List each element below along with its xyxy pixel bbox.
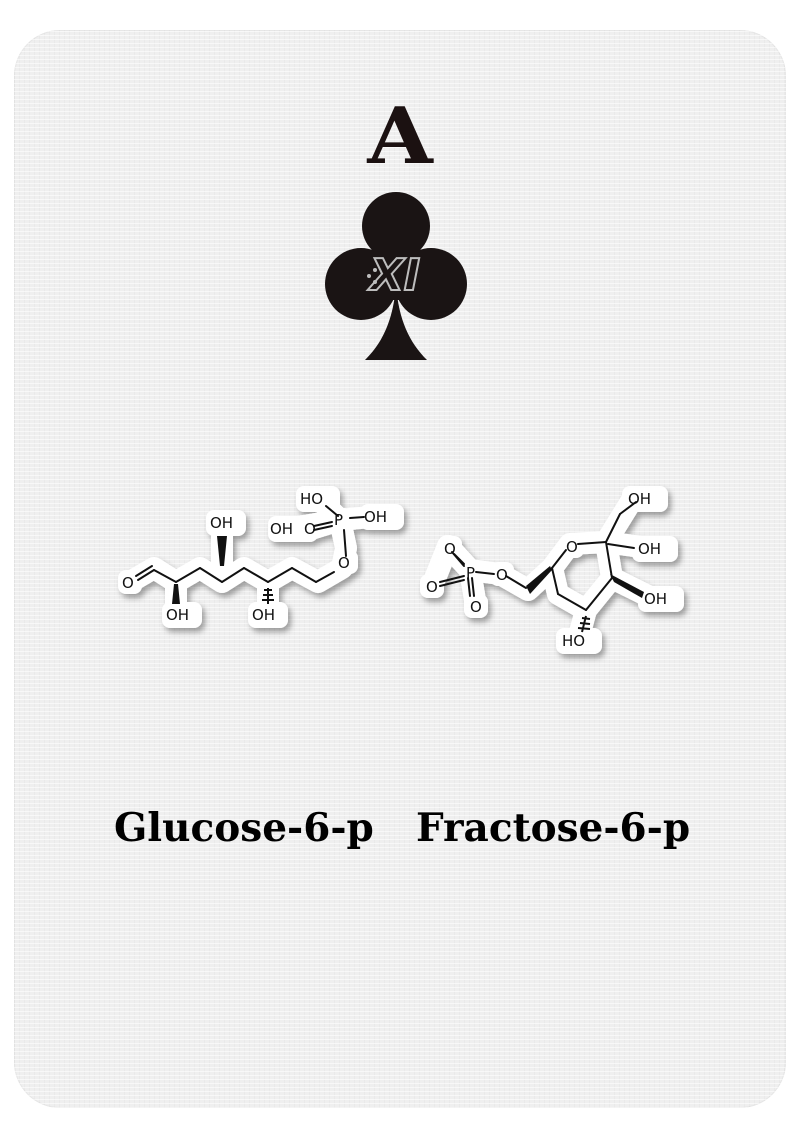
glucose-phosphate-oh-left: OH [270,520,293,538]
glucose-phosphate-o-double: O [304,520,316,538]
glucose-phosphate-oh-right: OH [364,508,387,526]
glucose-c2-oh: OH [166,606,189,624]
fructose-phosphate-o-left: O [426,578,438,596]
fructose-6-phosphate-structure: O P O O O O OH OH OH HO O [420,486,684,654]
emblem: XI [366,249,421,302]
glucose-aldehyde-o: O [122,574,134,592]
glucose-phosphorus: P [334,511,343,529]
fructose-phosphate-o-top: O [444,540,456,558]
glucose-c3-oh: OH [210,514,233,532]
fructose-c1-oh: OH [628,490,651,508]
fructose-c4-ho: HO [562,632,585,650]
glucose-c4-oh: OH [252,606,275,624]
fructose-c2-oh: OH [638,540,661,558]
fructose-ring-o: O [566,538,578,556]
fructose-phosphorus: P [466,564,475,582]
glucose-6-phosphate-structure: O OH OH OH OH O HO OH OH O P [118,486,404,628]
fructose-ester-o: O [496,566,508,584]
fructose-6-p-label: Fractose-6-p [416,805,691,851]
glucose-ester-o: O [338,554,350,572]
glucose-6-p-label: Glucose-6-p [114,805,374,851]
fructose-c3-oh: OH [644,590,667,608]
glucose-phosphate-ho-top: HO [300,490,323,508]
emblem-text: XI [367,250,420,301]
fructose-phosphate-o-bottom: O [470,598,482,616]
card-rank: A [367,91,433,182]
club-icon: XI [325,192,467,360]
